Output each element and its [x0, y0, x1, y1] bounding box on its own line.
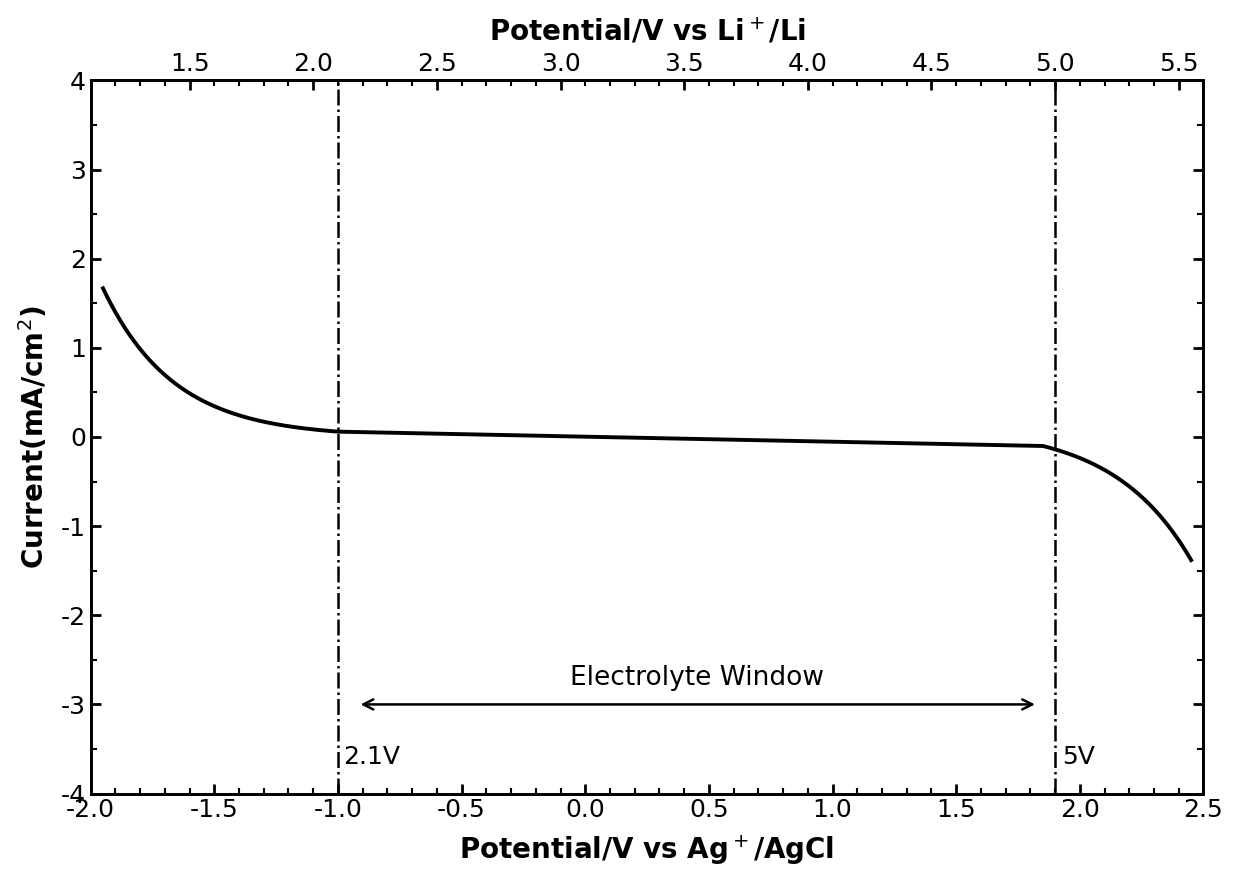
Text: 2.1V: 2.1V [343, 744, 399, 768]
X-axis label: Potential/V vs Ag$^+$/AgCl: Potential/V vs Ag$^+$/AgCl [460, 834, 835, 867]
Text: 5V: 5V [1063, 744, 1095, 768]
Text: Electrolyte Window: Electrolyte Window [569, 665, 823, 691]
X-axis label: Potential/V vs Li$^+$/Li: Potential/V vs Li$^+$/Li [489, 17, 806, 47]
Y-axis label: Current(mA/cm$^2$): Current(mA/cm$^2$) [16, 305, 50, 569]
